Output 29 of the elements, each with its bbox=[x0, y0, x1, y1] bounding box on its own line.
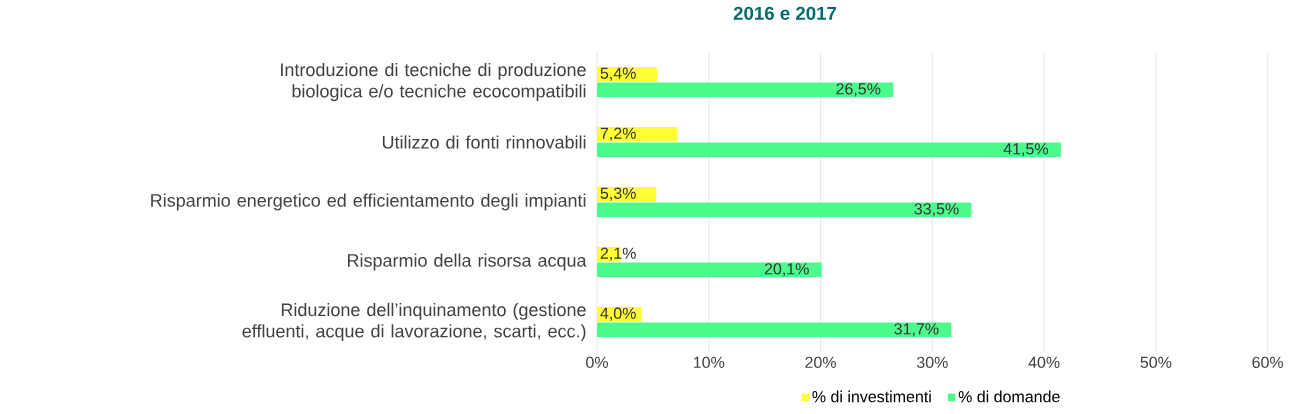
data-label: 33,5% bbox=[914, 203, 959, 217]
y-tick-label: Introduzione di tecniche di produzione biologica e/o tecniche ecocompatibili bbox=[281, 62, 586, 102]
data-label: 41,5% bbox=[1003, 143, 1049, 157]
data-label: 7,2% bbox=[600, 127, 636, 141]
data-label: 31,7% bbox=[894, 323, 939, 337]
x-tick-label: 30% bbox=[916, 356, 948, 369]
bar bbox=[597, 262, 822, 277]
bar bbox=[597, 202, 972, 217]
y-tick-label: Risparmio energetico ed efficientamento degli impianti bbox=[151, 193, 586, 211]
data-label: 20,1% bbox=[764, 263, 809, 277]
x-tick-label: 60% bbox=[1252, 356, 1284, 369]
chart-title: 2016 e 2017 bbox=[733, 6, 837, 20]
x-tick-label: 40% bbox=[1028, 356, 1060, 369]
bar bbox=[597, 82, 894, 97]
x-tick-label: 0% bbox=[586, 356, 608, 369]
y-tick-label: Utilizzo di fonti rinnovabili bbox=[382, 135, 586, 149]
legend-label: % di investimenti bbox=[812, 390, 931, 403]
data-label: 5,3% bbox=[600, 187, 636, 201]
x-tick-label: 20% bbox=[805, 356, 836, 369]
x-tick-label: 50% bbox=[1140, 356, 1172, 369]
data-label: 26,5% bbox=[836, 83, 881, 97]
bar bbox=[597, 322, 952, 337]
y-tick-label: Risparmio della risorsa acqua bbox=[347, 253, 587, 271]
legend-label: % di domande bbox=[958, 390, 1060, 403]
x-tick-label: 10% bbox=[693, 356, 725, 369]
bar bbox=[597, 142, 1061, 157]
data-label: 5,4% bbox=[600, 67, 636, 81]
data-label: 4,0% bbox=[600, 307, 636, 321]
y-tick-label: Riduzione dell’inquinamento (gestione effluenti, acque di lavorazione, scarti, ecc.) bbox=[242, 302, 586, 342]
